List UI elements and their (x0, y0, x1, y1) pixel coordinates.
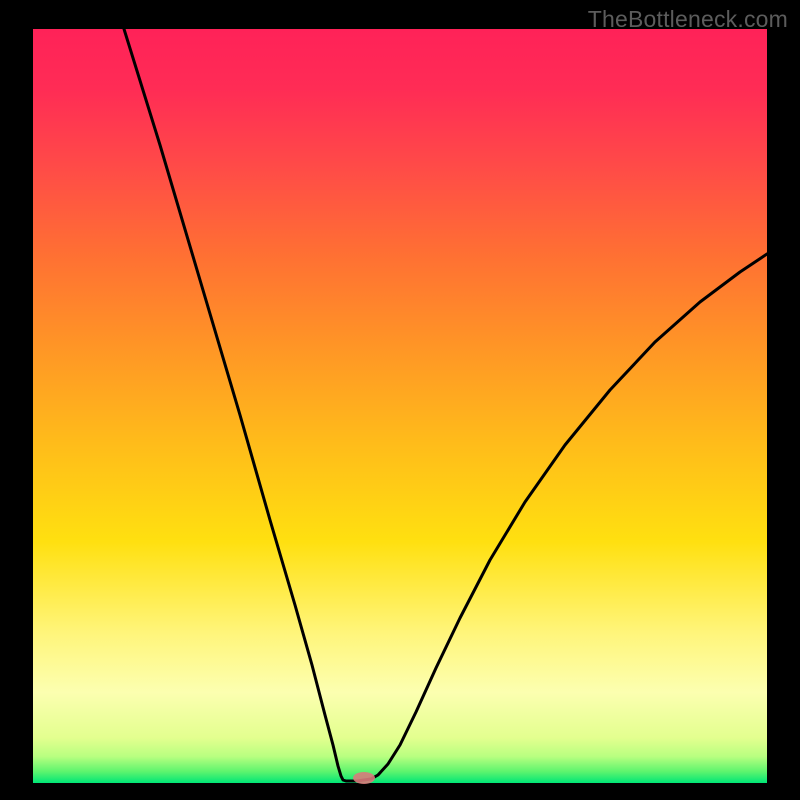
chart-gradient-area (33, 29, 767, 783)
bottleneck-chart (0, 0, 800, 800)
bottleneck-marker (353, 772, 375, 784)
chart-stage: TheBottleneck.com (0, 0, 800, 800)
watermark-text: TheBottleneck.com (588, 6, 788, 33)
